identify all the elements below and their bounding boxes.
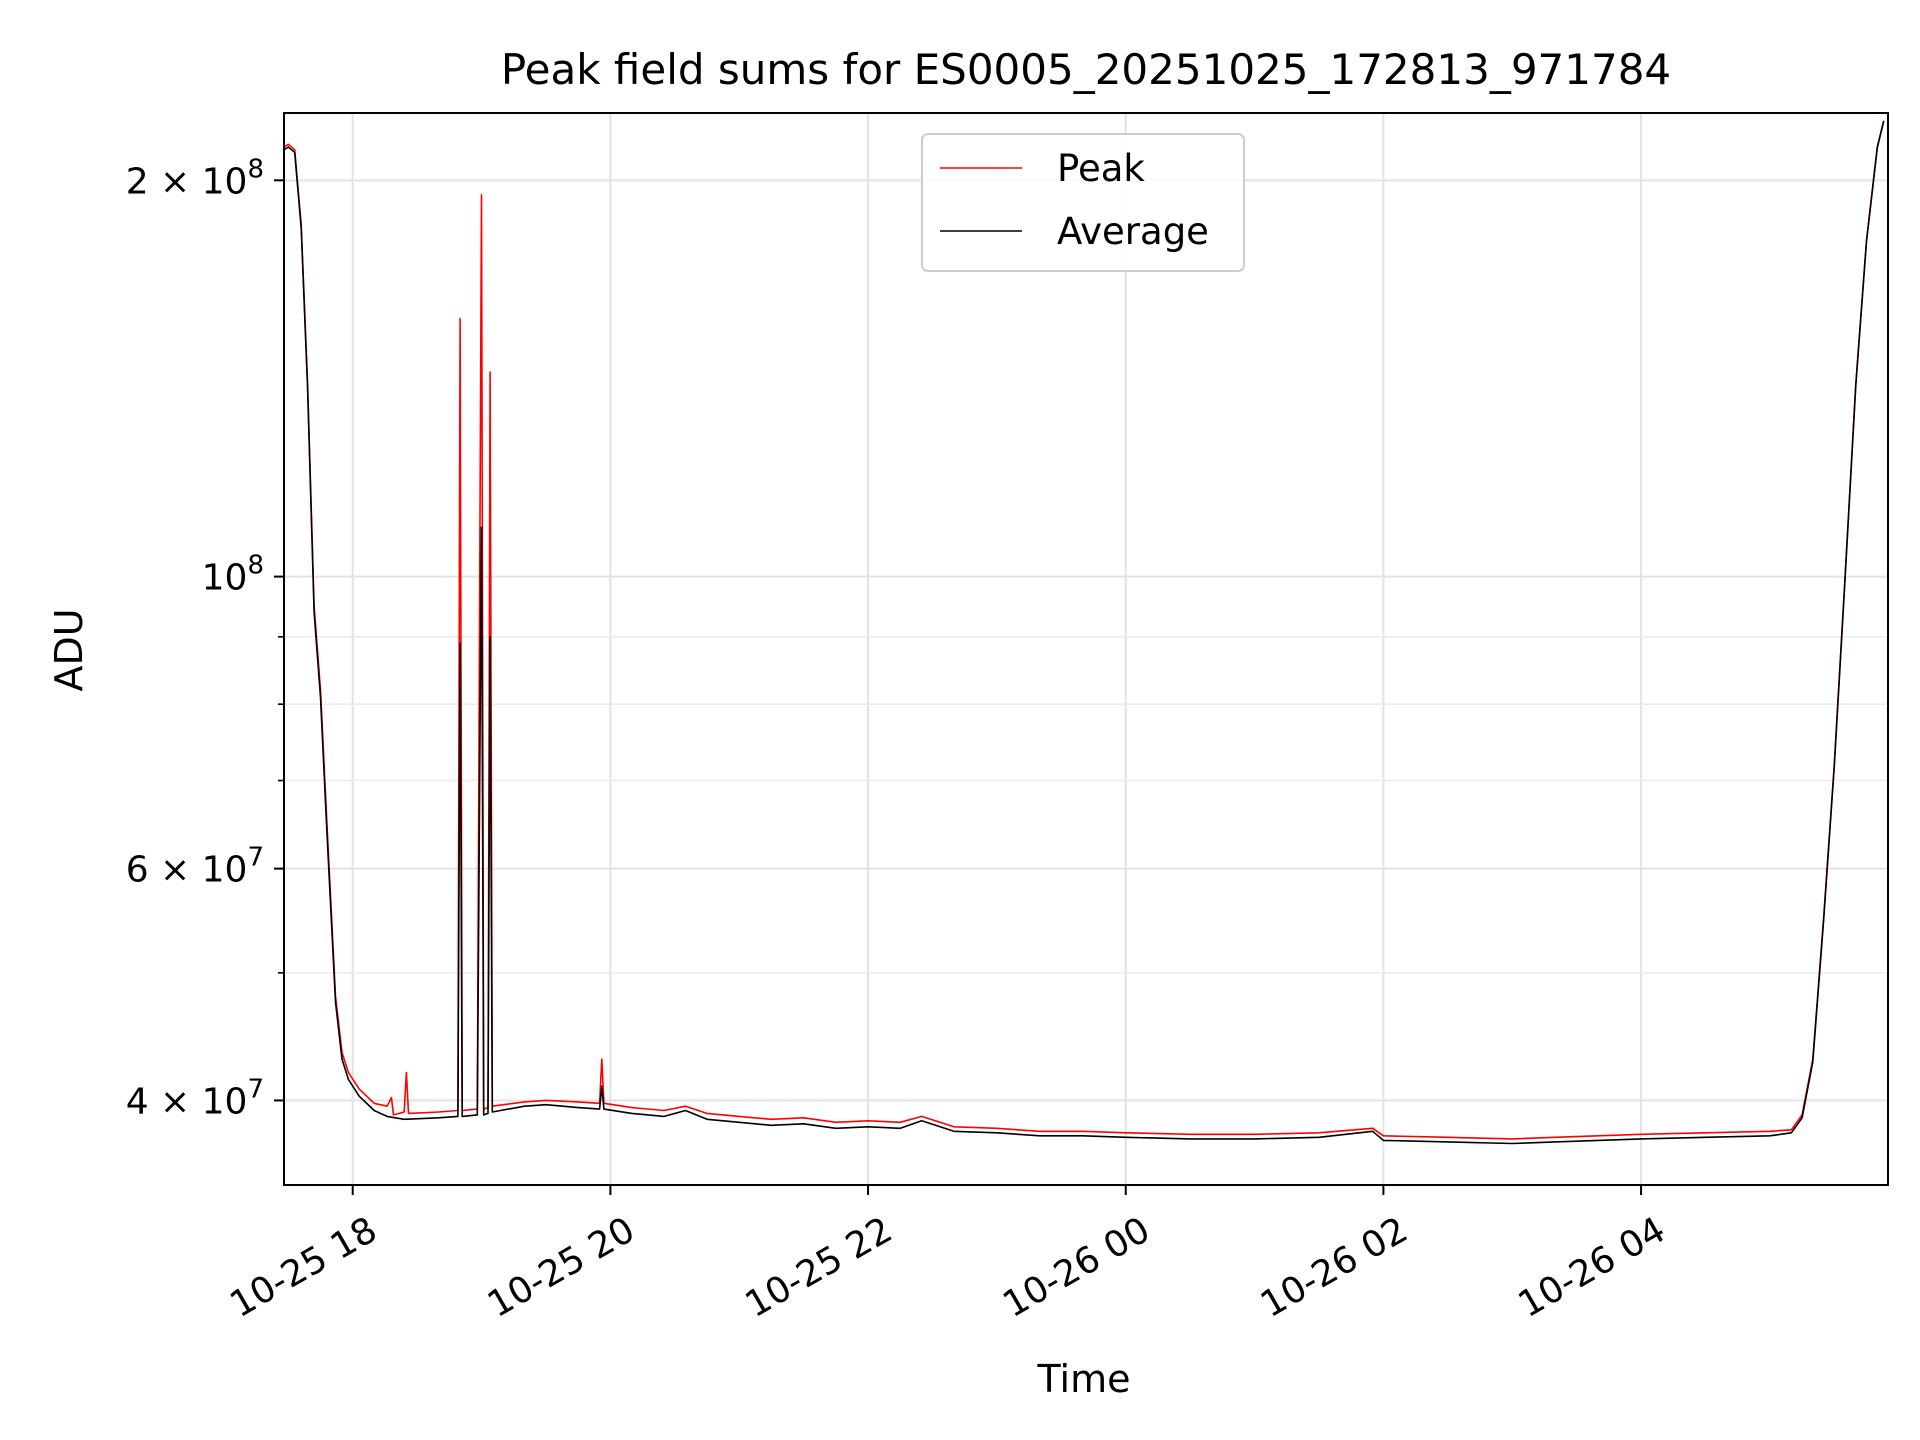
legend-label-peak: Peak xyxy=(1057,147,1145,190)
series-line-peak xyxy=(283,120,1885,1140)
y-tick-label-exponent: 8 xyxy=(247,154,264,184)
y-tick-label-base: 6 × 10 xyxy=(126,850,248,891)
y-tick-label: 6 × 107 xyxy=(126,843,264,891)
series-layer xyxy=(283,120,1885,1145)
legend-label-average: Average xyxy=(1057,210,1209,253)
y-tick-label: 108 xyxy=(202,551,264,599)
y-tick-label-exponent: 7 xyxy=(247,1074,264,1104)
y-tick-label-base: 10 xyxy=(202,558,248,599)
y-tick-label-base: 2 × 10 xyxy=(126,161,248,202)
x-axis-label: Time xyxy=(1037,1357,1131,1401)
legend: Peak Average xyxy=(921,133,1245,272)
y-tick-label: 2 × 108 xyxy=(126,154,264,202)
chart-title: Peak field sums for ES0005_20251025_1728… xyxy=(501,45,1671,94)
y-tick-label-exponent: 8 xyxy=(247,551,264,581)
series-line-average xyxy=(283,121,1885,1145)
grid xyxy=(284,113,1888,1185)
plot-frame xyxy=(283,112,1889,1186)
y-axis-label: ADU xyxy=(47,608,91,691)
y-tick-label-exponent: 7 xyxy=(247,843,264,873)
y-tick-label-base: 4 × 10 xyxy=(126,1081,248,1122)
y-tick-label: 4 × 107 xyxy=(126,1074,264,1122)
